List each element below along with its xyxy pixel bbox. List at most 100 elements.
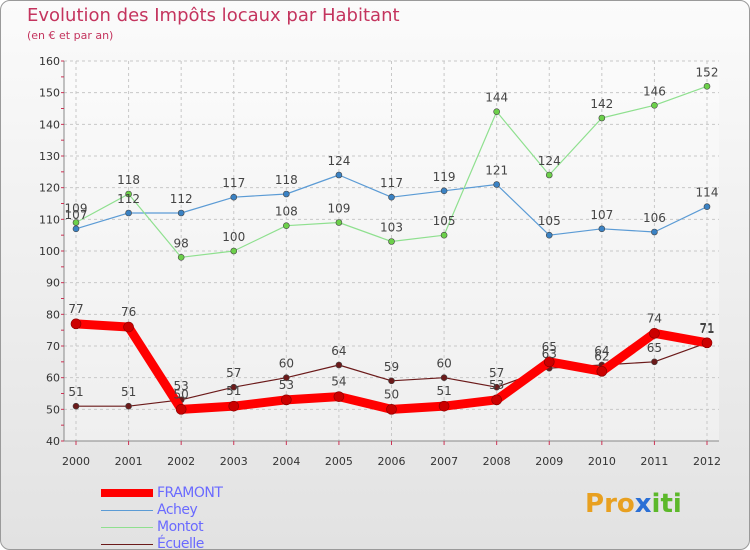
y-tick-label: 60: [46, 372, 60, 385]
data-point-achey: [598, 225, 606, 233]
data-point-achey: [283, 190, 290, 198]
data-point-framont: [438, 400, 450, 412]
data-point-ecuelle: [335, 361, 343, 369]
legend-label-montot: Montot: [157, 519, 204, 535]
data-point-ecuelle: [651, 358, 658, 366]
data-point-achey: [651, 228, 658, 236]
data-label-achey: 121: [485, 164, 508, 178]
legend-swatch-framont: [101, 489, 153, 497]
data-point-montot: [335, 219, 343, 226]
data-label-achey: 119: [433, 170, 456, 184]
legend-swatch-ecuelle: [101, 544, 153, 545]
data-point-montot: [440, 231, 448, 239]
data-point-achey: [388, 193, 395, 201]
data-label-framont: 50: [384, 387, 399, 401]
data-point-framont: [596, 366, 608, 377]
data-label-achey: 106: [643, 211, 666, 225]
data-label-achey: 105: [538, 214, 561, 228]
data-point-montot: [388, 238, 395, 245]
x-tick-label: 2010: [588, 455, 616, 468]
data-label-montot: 152: [696, 65, 719, 79]
data-label-ecuelle: 51: [121, 385, 136, 399]
data-label-ecuelle: 63: [542, 347, 557, 361]
data-point-achey: [335, 171, 343, 179]
y-tick-label: 40: [46, 435, 60, 448]
data-point-montot: [598, 114, 606, 122]
data-label-ecuelle: 51: [68, 385, 83, 399]
logo-letter: x: [634, 489, 652, 519]
x-tick-label: 2004: [272, 455, 300, 468]
data-point-framont: [228, 400, 240, 412]
data-point-montot: [545, 171, 553, 179]
data-label-framont: 71: [699, 321, 714, 335]
legend-swatch-montot: [101, 527, 153, 528]
legend-label-achey: Achey: [157, 502, 198, 518]
data-label-framont: 51: [226, 384, 241, 398]
y-tick-label: 160: [39, 55, 60, 68]
data-label-achey: 124: [327, 154, 350, 168]
data-label-framont: 53: [279, 378, 294, 392]
data-label-montot: 103: [380, 221, 403, 235]
data-point-framont: [386, 404, 397, 415]
y-tick-label: 120: [39, 182, 60, 195]
x-tick-label: 2001: [115, 455, 143, 468]
data-point-montot: [493, 108, 500, 115]
data-label-achey: 107: [65, 208, 88, 222]
data-point-ecuelle: [72, 402, 80, 410]
chart-subtitle: (en € et par an): [27, 29, 114, 42]
data-label-montot: 118: [117, 173, 140, 187]
data-point-montot: [177, 254, 185, 261]
data-point-ecuelle: [230, 383, 238, 391]
x-tick-label: 2011: [640, 455, 668, 468]
data-label-montot: 146: [643, 84, 666, 98]
logo-letter: i: [651, 489, 661, 519]
data-point-achey: [545, 231, 553, 239]
data-label-achey: 112: [117, 192, 140, 206]
logo-letter: t: [660, 489, 673, 519]
data-label-framont: 62: [594, 349, 609, 363]
data-point-achey: [230, 193, 238, 201]
data-label-ecuelle: 53: [174, 379, 189, 393]
data-label-framont: 53: [489, 378, 504, 392]
data-point-framont: [70, 318, 82, 330]
data-point-montot: [651, 102, 658, 109]
data-label-framont: 76: [121, 305, 136, 319]
legend-label-ecuelle: Écuelle: [157, 536, 204, 550]
data-label-achey: 107: [590, 208, 613, 222]
data-label-montot: 144: [485, 91, 508, 105]
data-label-framont: 74: [647, 311, 662, 325]
chart-title: Evolution des Impôts locaux par Habitant: [27, 5, 400, 26]
data-point-framont: [281, 394, 292, 406]
data-point-framont: [543, 356, 555, 368]
y-tick-label: 110: [39, 213, 60, 226]
y-tick-label: 50: [46, 403, 60, 416]
data-point-achey: [440, 187, 448, 195]
data-label-ecuelle: 65: [647, 341, 662, 355]
data-label-framont: 77: [68, 302, 83, 316]
proxiti-logo: Proxiti: [585, 489, 682, 519]
data-label-ecuelle: 64: [594, 344, 609, 358]
x-tick-label: 2005: [325, 455, 353, 468]
x-tick-label: 2006: [378, 455, 406, 468]
data-label-ecuelle: 60: [279, 357, 294, 371]
logo-letter: i: [672, 489, 682, 519]
data-label-framont: 54: [331, 375, 346, 389]
data-point-montot: [703, 83, 711, 90]
data-label-ecuelle: 64: [331, 344, 346, 358]
data-label-achey: 118: [275, 173, 298, 187]
data-label-montot: 100: [222, 230, 245, 244]
data-point-ecuelle: [493, 383, 500, 391]
data-label-achey: 117: [380, 176, 403, 190]
x-tick-label: 2008: [483, 455, 511, 468]
logo-letter: r: [604, 489, 617, 519]
x-tick-label: 2000: [62, 455, 90, 468]
data-point-achey: [493, 181, 500, 188]
data-label-montot: 124: [538, 154, 561, 168]
data-label-ecuelle: 59: [384, 360, 399, 374]
data-label-montot: 98: [174, 236, 189, 250]
data-label-montot: 108: [275, 205, 298, 219]
data-label-ecuelle: 60: [436, 357, 451, 371]
y-tick-label: 150: [39, 87, 60, 100]
y-tick-label: 130: [39, 150, 60, 163]
data-point-achey: [72, 225, 80, 233]
